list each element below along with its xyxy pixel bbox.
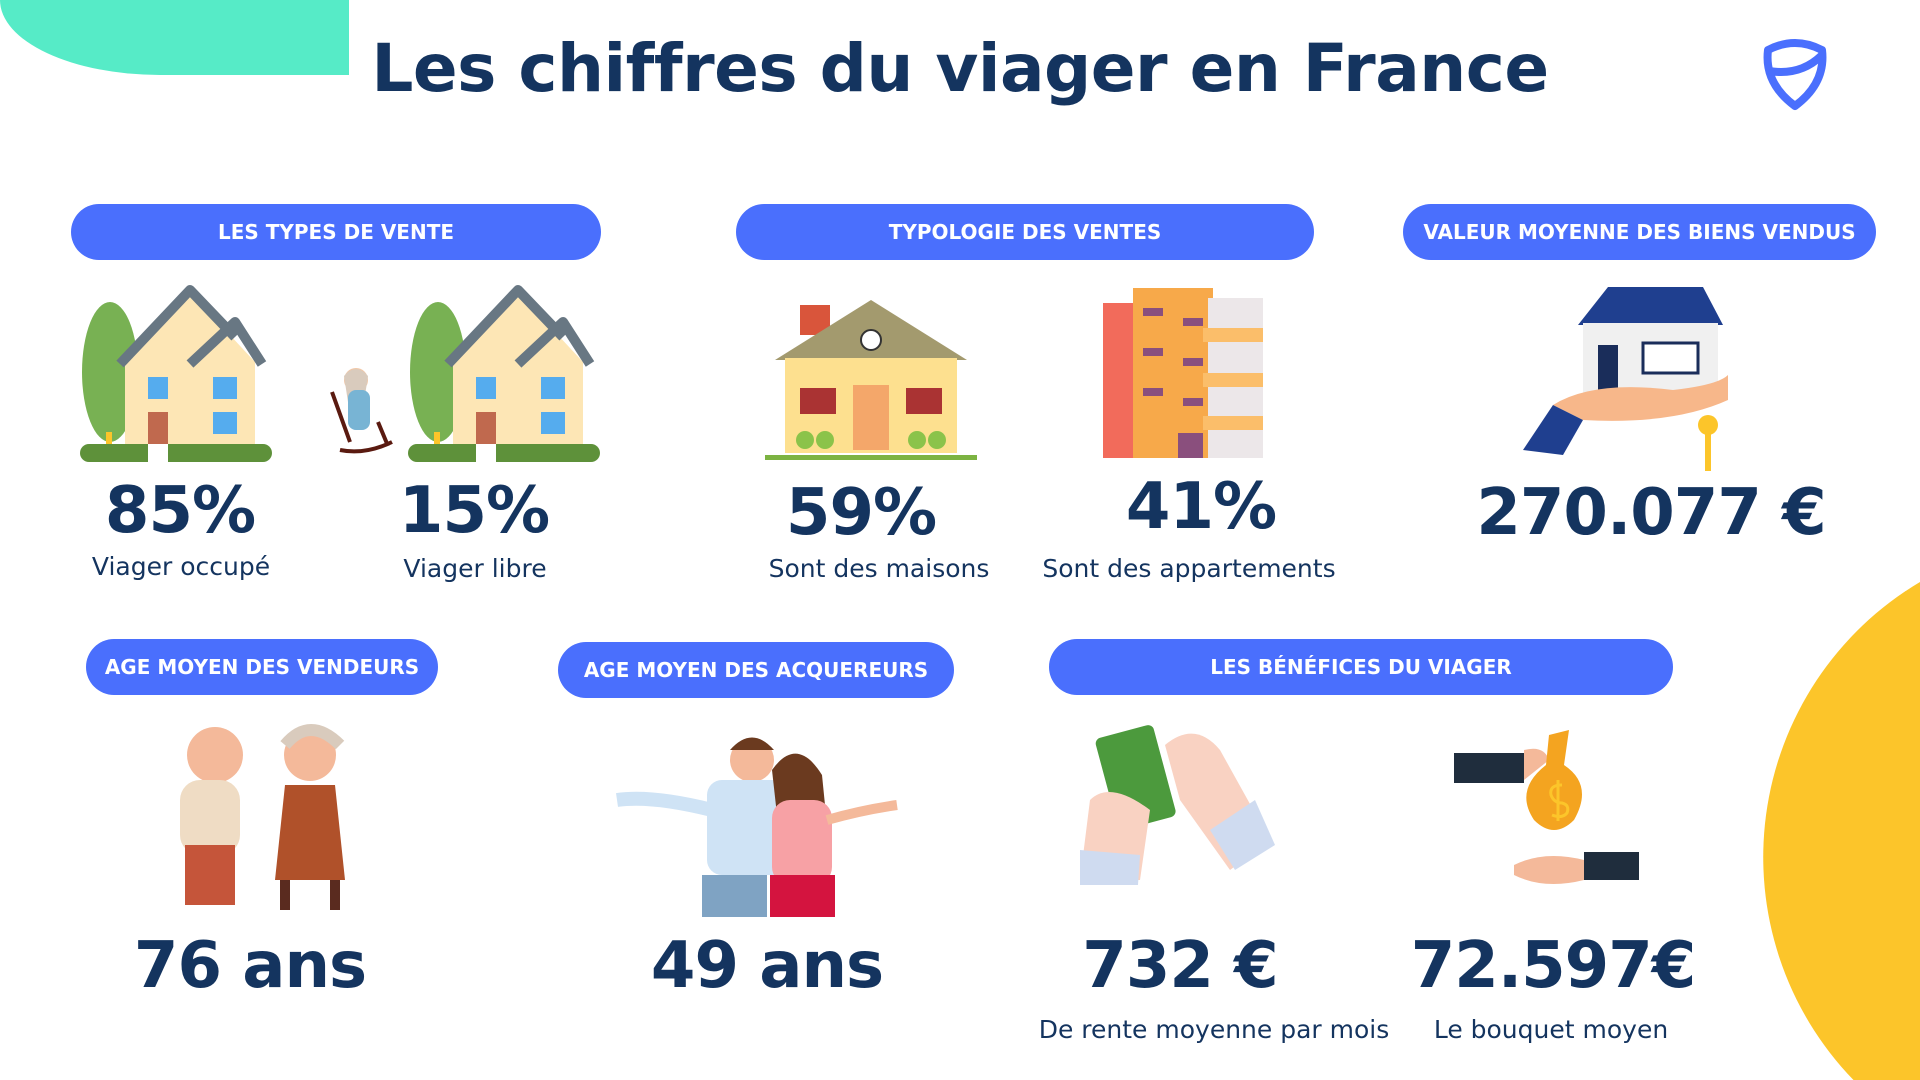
stat-caption-maisons: Sont des maisons	[768, 554, 990, 583]
stat-value-rente: 732 €	[1082, 929, 1278, 1003]
stat-value-bouquet: 72.597€	[1410, 929, 1696, 1003]
decor-yellow-circle	[1763, 582, 1920, 1080]
section-label-typologie: TYPOLOGIE DES VENTES	[736, 204, 1314, 260]
house-illustration	[80, 285, 272, 462]
section-label-vendeurs: AGE MOYEN DES VENDEURS	[86, 639, 438, 695]
stat-value-viager-libre: 15%	[398, 474, 550, 548]
shield-logo-icon	[1763, 39, 1827, 110]
house-illustration	[408, 285, 600, 462]
apartment-building-illustration	[1103, 288, 1263, 458]
elderly-couple-dancing-illustration	[180, 724, 345, 910]
hands-counting-money-illustration	[1080, 725, 1275, 885]
stat-value-age-vendeurs: 76 ans	[133, 929, 367, 1003]
maison-illustration	[765, 300, 977, 460]
stat-caption-viager-occupe: Viager occupé	[91, 552, 271, 581]
stat-caption-rente: De rente moyenne par mois	[1038, 1015, 1390, 1044]
stat-value-valeur-moyenne: 270.077 €	[1476, 476, 1826, 550]
stat-value-age-acquereurs: 49 ans	[650, 929, 884, 1003]
stat-caption-bouquet: Le bouquet moyen	[1433, 1015, 1669, 1044]
section-label-acquereurs: AGE MOYEN DES ACQUEREURS	[558, 642, 954, 698]
house-in-hand-with-key-illustration	[1523, 287, 1728, 471]
section-label-types: LES TYPES DE VENTE	[71, 204, 601, 260]
stat-value-viager-occupe: 85%	[104, 474, 256, 548]
page-title: Les chiffres du viager en France	[371, 30, 1549, 107]
stat-caption-viager-libre: Viager libre	[403, 554, 547, 583]
section-label-valeur: VALEUR MOYENNE DES BIENS VENDUS	[1403, 204, 1876, 260]
stat-caption-appartements: Sont des appartements	[1042, 554, 1336, 583]
elderly-rocking-chair-illustration	[330, 368, 393, 454]
section-label-benefices: LES BÉNÉFICES DU VIAGER	[1049, 639, 1673, 695]
stat-value-appartements: 41%	[1125, 470, 1277, 544]
money-bag-handover-illustration	[1454, 730, 1639, 884]
young-couple-illustration	[616, 737, 898, 917]
stat-value-maisons: 59%	[785, 476, 937, 550]
